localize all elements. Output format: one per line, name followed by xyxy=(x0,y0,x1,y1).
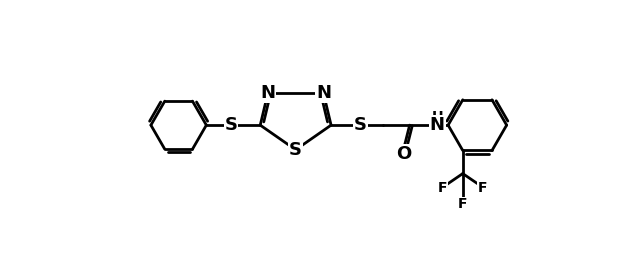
Text: F: F xyxy=(458,197,467,211)
Text: O: O xyxy=(396,145,411,163)
Text: S: S xyxy=(354,116,367,134)
Text: F: F xyxy=(478,181,488,195)
Text: S: S xyxy=(225,116,237,134)
Text: S: S xyxy=(289,141,302,159)
Text: N: N xyxy=(316,84,331,102)
Text: N: N xyxy=(430,116,445,134)
Text: H: H xyxy=(431,110,443,125)
Text: F: F xyxy=(438,181,447,195)
Text: N: N xyxy=(260,84,275,102)
